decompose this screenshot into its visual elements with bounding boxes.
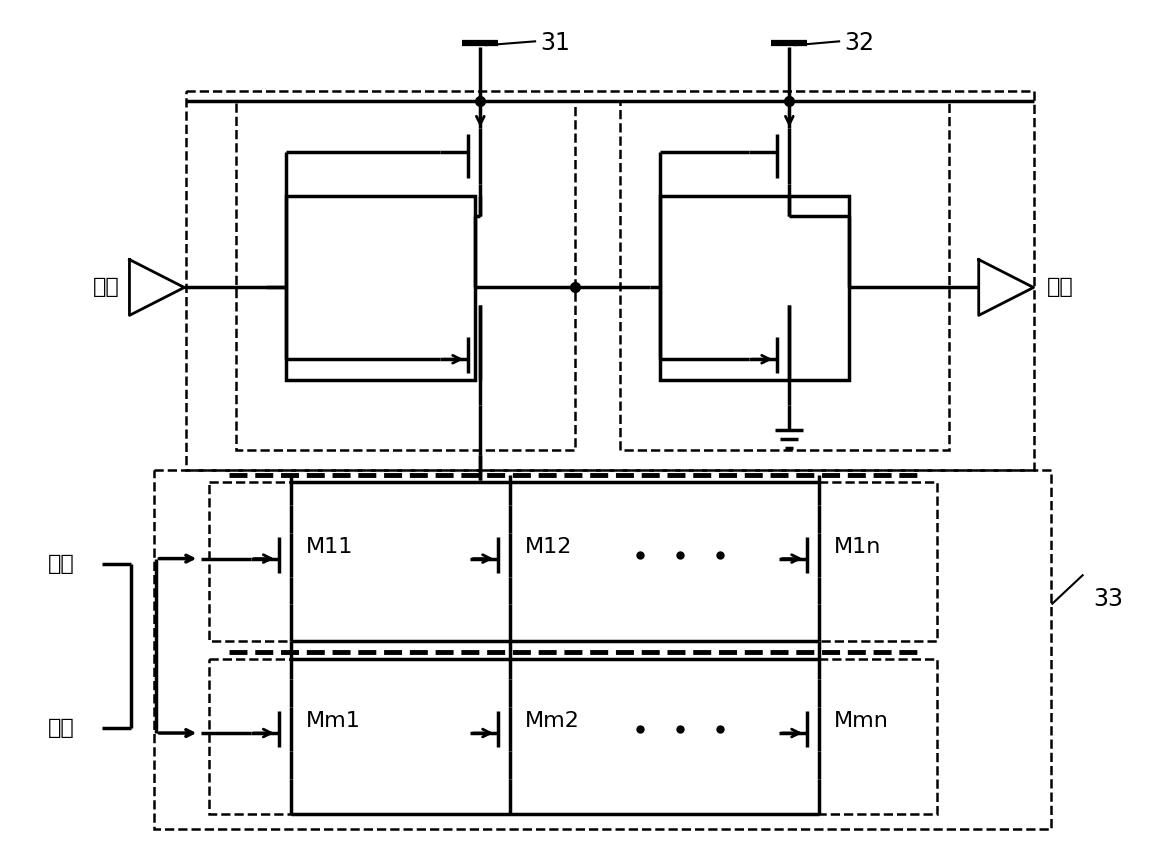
Bar — [660, 196, 849, 380]
Text: Mmn: Mmn — [834, 711, 889, 731]
Bar — [286, 196, 475, 380]
Bar — [236, 101, 576, 450]
Bar — [210, 481, 937, 642]
Text: Mm2: Mm2 — [526, 711, 580, 731]
Bar — [210, 659, 937, 814]
Text: Mm1: Mm1 — [306, 711, 361, 731]
Text: 33: 33 — [1093, 587, 1123, 611]
Text: 输出: 输出 — [1047, 277, 1073, 297]
Bar — [620, 101, 948, 450]
Text: M11: M11 — [306, 537, 353, 557]
Text: 电压: 电压 — [49, 718, 75, 738]
Text: 32: 32 — [844, 31, 874, 55]
Text: 控制: 控制 — [49, 553, 75, 573]
Text: 31: 31 — [540, 31, 570, 55]
Text: M12: M12 — [526, 537, 572, 557]
Bar — [154, 470, 1051, 829]
Text: 输入: 输入 — [93, 277, 119, 297]
Text: M1n: M1n — [834, 537, 881, 557]
Bar — [186, 91, 1034, 470]
